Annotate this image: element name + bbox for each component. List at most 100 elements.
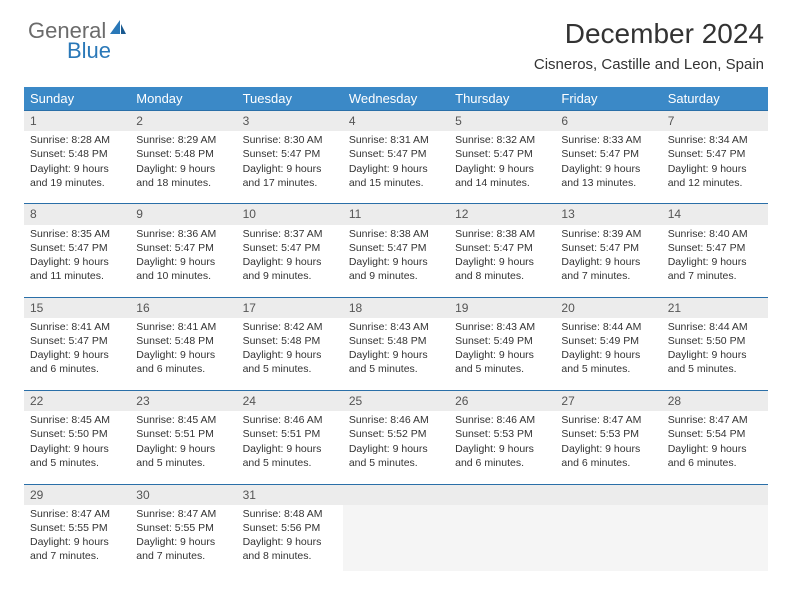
daylight-text-2: and 5 minutes. (243, 362, 337, 376)
day-number: 28 (662, 391, 768, 412)
sunset-text: Sunset: 5:47 PM (455, 241, 549, 255)
sunrise-text: Sunrise: 8:44 AM (668, 320, 762, 334)
daylight-text-2: and 18 minutes. (136, 176, 230, 190)
sunset-text: Sunset: 5:51 PM (243, 427, 337, 441)
day-content-row: Sunrise: 8:47 AMSunset: 5:55 PMDaylight:… (24, 505, 768, 572)
day-number: 14 (662, 204, 768, 225)
daylight-text-2: and 9 minutes. (243, 269, 337, 283)
day-content-row: Sunrise: 8:45 AMSunset: 5:50 PMDaylight:… (24, 411, 768, 478)
sunrise-text: Sunrise: 8:43 AM (455, 320, 549, 334)
daylight-text-1: Daylight: 9 hours (349, 348, 443, 362)
day-number: 26 (449, 391, 555, 412)
day-number: 23 (130, 391, 236, 412)
day-cell: Sunrise: 8:41 AMSunset: 5:47 PMDaylight:… (24, 318, 130, 385)
day-number-row: 15161718192021 (24, 297, 768, 318)
sunset-text: Sunset: 5:47 PM (561, 147, 655, 161)
day-number: 30 (130, 484, 236, 505)
day-number: 27 (555, 391, 661, 412)
day-number: 2 (130, 111, 236, 132)
day-header: Monday (130, 87, 236, 111)
daylight-text-1: Daylight: 9 hours (243, 162, 337, 176)
sunset-text: Sunset: 5:47 PM (668, 147, 762, 161)
day-cell: Sunrise: 8:40 AMSunset: 5:47 PMDaylight:… (662, 225, 768, 292)
daylight-text-1: Daylight: 9 hours (455, 442, 549, 456)
logo-text-2: Blue (67, 38, 111, 64)
sunrise-text: Sunrise: 8:38 AM (455, 227, 549, 241)
month-title: December 2024 (534, 18, 764, 50)
day-number: 15 (24, 297, 130, 318)
day-cell: Sunrise: 8:41 AMSunset: 5:48 PMDaylight:… (130, 318, 236, 385)
day-number: 1 (24, 111, 130, 132)
daylight-text-1: Daylight: 9 hours (349, 162, 443, 176)
sunset-text: Sunset: 5:47 PM (455, 147, 549, 161)
day-cell: Sunrise: 8:43 AMSunset: 5:48 PMDaylight:… (343, 318, 449, 385)
sunrise-text: Sunrise: 8:47 AM (668, 413, 762, 427)
daylight-text-2: and 13 minutes. (561, 176, 655, 190)
sunrise-text: Sunrise: 8:42 AM (243, 320, 337, 334)
sunrise-text: Sunrise: 8:46 AM (349, 413, 443, 427)
sunset-text: Sunset: 5:55 PM (136, 521, 230, 535)
daylight-text-1: Daylight: 9 hours (30, 162, 124, 176)
daylight-text-2: and 15 minutes. (349, 176, 443, 190)
daylight-text-1: Daylight: 9 hours (455, 255, 549, 269)
day-number: 10 (237, 204, 343, 225)
day-header: Saturday (662, 87, 768, 111)
day-number: 29 (24, 484, 130, 505)
sunset-text: Sunset: 5:47 PM (243, 147, 337, 161)
day-number (555, 484, 661, 505)
day-header-row: Sunday Monday Tuesday Wednesday Thursday… (24, 87, 768, 111)
day-cell: Sunrise: 8:30 AMSunset: 5:47 PMDaylight:… (237, 131, 343, 198)
sunset-text: Sunset: 5:48 PM (136, 147, 230, 161)
daylight-text-2: and 12 minutes. (668, 176, 762, 190)
day-cell: Sunrise: 8:36 AMSunset: 5:47 PMDaylight:… (130, 225, 236, 292)
day-number: 19 (449, 297, 555, 318)
daylight-text-1: Daylight: 9 hours (668, 255, 762, 269)
daylight-text-2: and 11 minutes. (30, 269, 124, 283)
day-number: 3 (237, 111, 343, 132)
day-number: 9 (130, 204, 236, 225)
logo-sail-icon (108, 18, 128, 44)
day-cell: Sunrise: 8:43 AMSunset: 5:49 PMDaylight:… (449, 318, 555, 385)
daylight-text-1: Daylight: 9 hours (455, 348, 549, 362)
daylight-text-2: and 6 minutes. (455, 456, 549, 470)
sunset-text: Sunset: 5:56 PM (243, 521, 337, 535)
daylight-text-1: Daylight: 9 hours (136, 535, 230, 549)
sunset-text: Sunset: 5:47 PM (349, 241, 443, 255)
sunset-text: Sunset: 5:51 PM (136, 427, 230, 441)
calendar-table: Sunday Monday Tuesday Wednesday Thursday… (24, 87, 768, 571)
day-number: 18 (343, 297, 449, 318)
day-cell: Sunrise: 8:33 AMSunset: 5:47 PMDaylight:… (555, 131, 661, 198)
daylight-text-2: and 5 minutes. (30, 456, 124, 470)
daylight-text-1: Daylight: 9 hours (561, 348, 655, 362)
daylight-text-2: and 10 minutes. (136, 269, 230, 283)
sunset-text: Sunset: 5:49 PM (561, 334, 655, 348)
sunset-text: Sunset: 5:48 PM (349, 334, 443, 348)
sunrise-text: Sunrise: 8:38 AM (349, 227, 443, 241)
sunrise-text: Sunrise: 8:41 AM (136, 320, 230, 334)
day-cell (662, 505, 768, 572)
day-cell: Sunrise: 8:47 AMSunset: 5:55 PMDaylight:… (24, 505, 130, 572)
sunrise-text: Sunrise: 8:35 AM (30, 227, 124, 241)
daylight-text-2: and 8 minutes. (243, 549, 337, 563)
day-cell: Sunrise: 8:48 AMSunset: 5:56 PMDaylight:… (237, 505, 343, 572)
day-number: 25 (343, 391, 449, 412)
day-header: Thursday (449, 87, 555, 111)
daylight-text-1: Daylight: 9 hours (668, 442, 762, 456)
day-header: Friday (555, 87, 661, 111)
sunrise-text: Sunrise: 8:37 AM (243, 227, 337, 241)
day-cell: Sunrise: 8:45 AMSunset: 5:51 PMDaylight:… (130, 411, 236, 478)
sunset-text: Sunset: 5:48 PM (136, 334, 230, 348)
sunset-text: Sunset: 5:54 PM (668, 427, 762, 441)
day-number: 24 (237, 391, 343, 412)
daylight-text-1: Daylight: 9 hours (243, 442, 337, 456)
sunrise-text: Sunrise: 8:29 AM (136, 133, 230, 147)
sunset-text: Sunset: 5:47 PM (136, 241, 230, 255)
sunrise-text: Sunrise: 8:45 AM (136, 413, 230, 427)
day-cell: Sunrise: 8:47 AMSunset: 5:53 PMDaylight:… (555, 411, 661, 478)
sunrise-text: Sunrise: 8:46 AM (243, 413, 337, 427)
daylight-text-2: and 19 minutes. (30, 176, 124, 190)
page-header: General Blue December 2024 Cisneros, Cas… (0, 0, 792, 77)
location-text: Cisneros, Castille and Leon, Spain (534, 56, 764, 73)
daylight-text-1: Daylight: 9 hours (349, 255, 443, 269)
daylight-text-2: and 6 minutes. (136, 362, 230, 376)
